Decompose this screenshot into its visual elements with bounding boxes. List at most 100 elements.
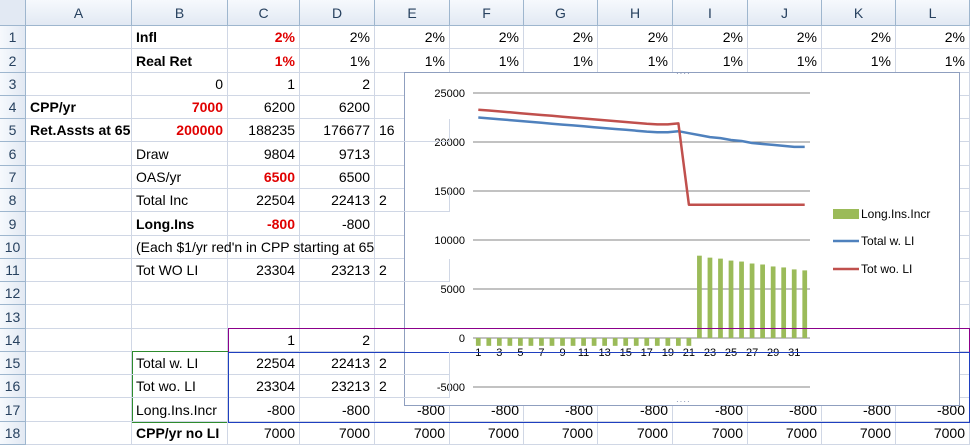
column-header-i[interactable]: I: [673, 0, 748, 26]
row-header-7[interactable]: 7: [0, 166, 26, 189]
cell-c14[interactable]: 1: [228, 329, 300, 352]
cell-d18[interactable]: 7000: [300, 422, 375, 445]
column-header-e[interactable]: E: [375, 0, 450, 26]
cell-c13[interactable]: [228, 305, 300, 329]
cell-c9[interactable]: -800: [228, 212, 300, 236]
cell-a5[interactable]: Ret.Assts at 65: [26, 119, 132, 142]
cell-d15[interactable]: 22413: [300, 352, 375, 375]
cell-d3[interactable]: 2: [300, 73, 375, 96]
cell-c10[interactable]: [228, 236, 300, 259]
cell-j18[interactable]: 7000: [748, 422, 822, 445]
cell-b8[interactable]: Total Inc: [132, 189, 228, 212]
cell-d4[interactable]: 6200: [300, 96, 375, 119]
cell-h18[interactable]: 7000: [598, 422, 673, 445]
cell-a9[interactable]: [26, 212, 132, 236]
column-header-g[interactable]: G: [524, 0, 598, 26]
cell-e18[interactable]: 7000: [375, 422, 450, 445]
cell-h2[interactable]: 1%: [598, 49, 673, 73]
cell-d9[interactable]: -800: [300, 212, 375, 236]
row-header-9[interactable]: 9: [0, 212, 26, 236]
cell-h1[interactable]: 2%: [598, 26, 673, 49]
cell-c17[interactable]: -800: [228, 398, 300, 422]
cell-b5[interactable]: 200000: [132, 119, 228, 142]
cell-d1[interactable]: 2%: [300, 26, 375, 49]
cell-a8[interactable]: [26, 189, 132, 212]
cell-l2[interactable]: 1%: [896, 49, 970, 73]
row-header-8[interactable]: 8: [0, 189, 26, 212]
cell-a18[interactable]: [26, 422, 132, 445]
cell-f1[interactable]: 2%: [450, 26, 524, 49]
cell-a14[interactable]: [26, 329, 132, 352]
row-header-11[interactable]: 11: [0, 259, 26, 282]
cell-a11[interactable]: [26, 259, 132, 282]
cell-b9[interactable]: Long.Ins: [132, 212, 228, 236]
cell-j2[interactable]: 1%: [748, 49, 822, 73]
column-header-c[interactable]: C: [228, 0, 300, 26]
cell-a15[interactable]: [26, 352, 132, 375]
row-header-16[interactable]: 16: [0, 375, 26, 398]
cell-l1[interactable]: 2%: [896, 26, 970, 49]
cell-k17[interactable]: -800: [822, 398, 896, 422]
cell-b10[interactable]: (Each $1/yr red'n in CPP starting at 65: [132, 236, 374, 259]
row-header-12[interactable]: 12: [0, 282, 26, 305]
cell-e1[interactable]: 2%: [375, 26, 450, 49]
cell-c18[interactable]: 7000: [228, 422, 300, 445]
column-header-b[interactable]: B: [132, 0, 228, 26]
cell-g1[interactable]: 2%: [524, 26, 598, 49]
cell-c3[interactable]: 1: [228, 73, 300, 96]
cell-b6[interactable]: Draw: [132, 142, 228, 166]
cell-i1[interactable]: 2%: [673, 26, 748, 49]
chart-resize-handle-top[interactable]: ····: [676, 69, 691, 78]
cell-d13[interactable]: [300, 305, 375, 329]
cell-k18[interactable]: 7000: [822, 422, 896, 445]
cell-d8[interactable]: 22413: [300, 189, 375, 212]
cell-e2[interactable]: 1%: [375, 49, 450, 73]
select-all-corner[interactable]: [0, 0, 26, 26]
cell-e11[interactable]: 2: [375, 259, 450, 282]
row-header-13[interactable]: 13: [0, 305, 26, 329]
cell-b14[interactable]: [132, 329, 228, 352]
cell-d6[interactable]: 9713: [300, 142, 375, 166]
cell-j1[interactable]: 2%: [748, 26, 822, 49]
row-header-15[interactable]: 15: [0, 352, 26, 375]
cell-d5[interactable]: 176677: [300, 119, 375, 142]
column-header-f[interactable]: F: [450, 0, 524, 26]
cell-c5[interactable]: 188235: [228, 119, 300, 142]
cell-b15[interactable]: Total w. LI: [132, 352, 228, 375]
cell-a4[interactable]: CPP/yr: [26, 96, 132, 119]
column-header-l[interactable]: L: [896, 0, 970, 26]
cell-d14[interactable]: 2: [300, 329, 375, 352]
cell-e15[interactable]: 2: [375, 352, 450, 375]
cell-i18[interactable]: 7000: [673, 422, 748, 445]
cell-c16[interactable]: 23304: [228, 375, 300, 398]
cell-d7[interactable]: 6500: [300, 166, 375, 189]
cell-b18[interactable]: CPP/yr no LI: [132, 422, 228, 445]
cell-f17[interactable]: -800: [450, 398, 524, 422]
cell-e17[interactable]: -800: [375, 398, 450, 422]
cell-d11[interactable]: 23213: [300, 259, 375, 282]
cell-c2[interactable]: 1%: [228, 49, 300, 73]
cell-b11[interactable]: Tot WO LI: [132, 259, 228, 282]
cell-l18[interactable]: 7000: [896, 422, 970, 445]
cell-d12[interactable]: [300, 282, 375, 305]
cell-j17[interactable]: -800: [748, 398, 822, 422]
cell-b4[interactable]: 7000: [132, 96, 228, 119]
cell-c6[interactable]: 9804: [228, 142, 300, 166]
cell-d17[interactable]: -800: [300, 398, 375, 422]
cell-c11[interactable]: 23304: [228, 259, 300, 282]
row-header-14[interactable]: 14: [0, 329, 26, 352]
row-header-10[interactable]: 10: [0, 236, 26, 259]
cell-k1[interactable]: 2%: [822, 26, 896, 49]
cell-b2[interactable]: Real Ret: [132, 49, 228, 73]
cell-d16[interactable]: 23213: [300, 375, 375, 398]
cell-i17[interactable]: -800: [673, 398, 748, 422]
cell-a1[interactable]: [26, 26, 132, 49]
row-header-5[interactable]: 5: [0, 119, 26, 142]
row-header-1[interactable]: 1: [0, 26, 26, 49]
cell-b17[interactable]: Long.Ins.Incr: [132, 398, 228, 422]
row-header-18[interactable]: 18: [0, 422, 26, 445]
row-header-17[interactable]: 17: [0, 398, 26, 422]
row-header-4[interactable]: 4: [0, 96, 26, 119]
row-header-2[interactable]: 2: [0, 49, 26, 73]
cell-k2[interactable]: 1%: [822, 49, 896, 73]
